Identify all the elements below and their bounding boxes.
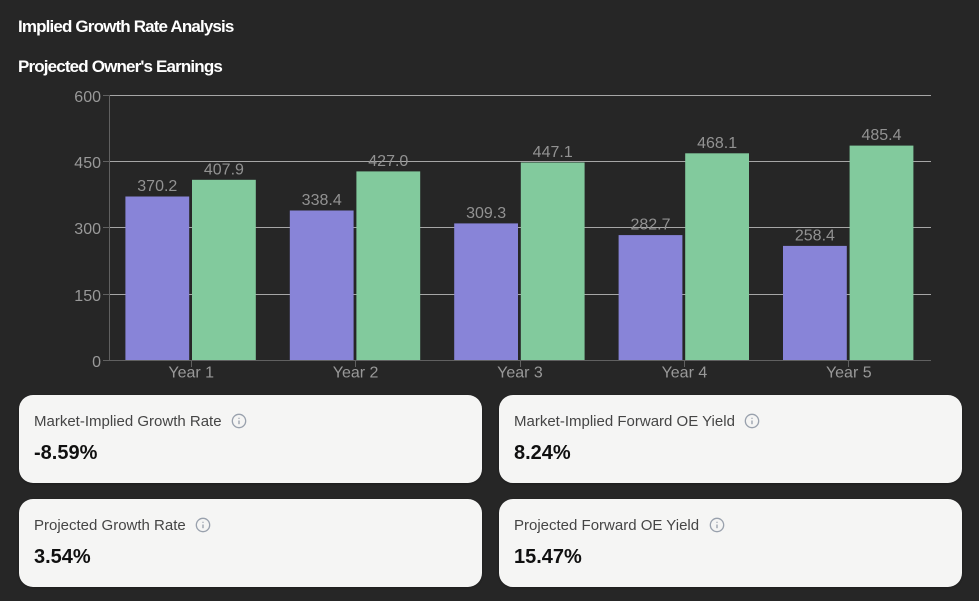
svg-text:258.4: 258.4 (795, 227, 835, 244)
svg-text:370.2: 370.2 (137, 178, 177, 195)
svg-text:427.0: 427.0 (368, 153, 408, 170)
svg-text:447.1: 447.1 (533, 144, 573, 161)
svg-text:309.3: 309.3 (466, 205, 506, 222)
svg-text:282.7: 282.7 (630, 217, 670, 234)
svg-text:0: 0 (92, 354, 101, 371)
svg-text:600: 600 (74, 89, 101, 106)
svg-text:338.4: 338.4 (302, 192, 342, 209)
svg-text:485.4: 485.4 (861, 127, 901, 144)
svg-text:150: 150 (74, 288, 101, 305)
svg-text:Year 4: Year 4 (662, 365, 708, 382)
svg-text:450: 450 (74, 155, 101, 172)
svg-text:Year 2: Year 2 (333, 365, 379, 382)
svg-text:468.1: 468.1 (697, 135, 737, 152)
svg-text:300: 300 (74, 221, 101, 238)
svg-text:Year 5: Year 5 (826, 365, 872, 382)
svg-text:Year 1: Year 1 (168, 365, 214, 382)
svg-text:407.9: 407.9 (204, 161, 244, 178)
svg-text:Year 3: Year 3 (497, 365, 543, 382)
